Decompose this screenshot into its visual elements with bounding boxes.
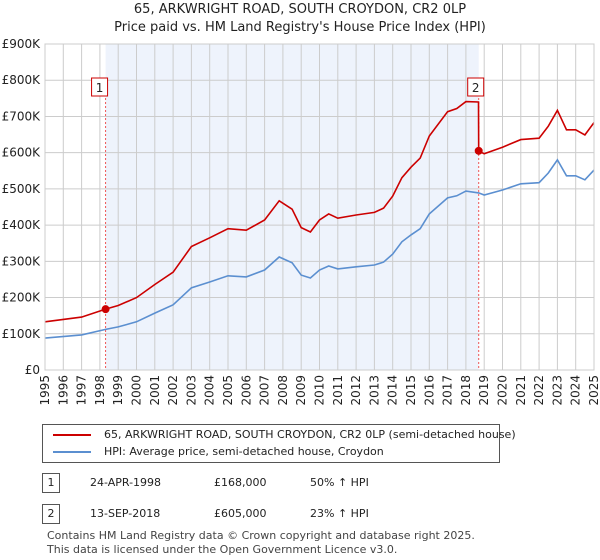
annotation-box [91,77,109,97]
x-tick-label: 2002 [166,375,180,406]
transaction-badge: 2 [42,504,60,524]
y-tick-label: £300K [2,254,42,268]
x-tick-label: 2014 [386,375,400,406]
y-tick-label: £800K [2,73,42,87]
x-tick-label: 2012 [349,375,363,406]
y-tick-label: £600K [2,146,42,160]
y-tick-label: £0 [25,363,40,377]
y-tick-label: £400K [2,218,42,232]
y-tick-label: £500K [2,182,42,196]
chart-subtitle: Price paid vs. HM Land Registry's House … [114,20,486,35]
transaction-price: £168,000 [214,476,267,489]
sale-period-shading [105,44,479,370]
x-tick-label: 2003 [184,375,198,406]
x-tick-label: 2020 [496,375,510,406]
annotation-box [467,77,485,97]
legend-item-property: 65, ARKWRIGHT ROAD, SOUTH CROYDON, CR2 0… [53,427,516,443]
y-tick-label: £100K [2,327,42,341]
sale-point [474,146,483,155]
transaction-row: 1 24-APR-1998 £168,000 50% ↑ HPI [42,473,502,493]
x-tick-label: 1998 [93,375,107,406]
x-tick-label: 2009 [294,375,308,406]
x-tick-label: 2004 [203,375,217,406]
plot-border [44,43,595,371]
transaction-hpi: 50% ↑ HPI [310,476,369,489]
x-tick-label: 2016 [422,375,436,406]
x-tick-label: 1997 [75,375,89,406]
footer: Contains HM Land Registry data © Crown c… [47,529,475,557]
series-line [44,100,595,323]
x-tick-label: 1999 [111,375,125,406]
annotation-label: 1 [96,81,104,95]
annotation-label: 2 [472,81,480,95]
transaction-badge: 1 [42,473,60,493]
x-tick-label: 2017 [441,375,455,406]
x-tick-label: 1995 [38,375,52,406]
x-tick-label: 2023 [550,375,564,406]
transaction-hpi: 23% ↑ HPI [310,507,369,520]
transaction-date: 13-SEP-2018 [90,507,161,520]
x-tick-label: 2024 [569,375,583,406]
legend: 65, ARKWRIGHT ROAD, SOUTH CROYDON, CR2 0… [42,424,516,463]
y-tick-label: £700K [2,109,42,123]
legend-swatch-red [53,434,91,436]
x-tick-label: 2000 [130,375,144,406]
x-tick-label: 2011 [331,375,345,406]
x-tick-label: 2008 [276,375,290,406]
chart-title: 65, ARKWRIGHT ROAD, SOUTH CROYDON, CR2 0… [133,2,467,17]
x-tick-label: 2021 [514,375,528,406]
transaction-row: 2 13-SEP-2018 £605,000 23% ↑ HPI [42,504,502,524]
chart: £0 £100K £200K £300K £400K £500K £600K £700K £80… [2,37,600,406]
x-tick-label: 2006 [239,375,253,406]
sale-point [101,305,110,314]
legend-swatch-blue [53,451,91,453]
y-tick-label: £900K [2,37,42,51]
footer-copyright: Contains HM Land Registry data © Crown c… [47,529,475,542]
series-line [44,158,595,339]
y-tick-label: £200K [2,291,42,305]
transaction-price: £605,000 [214,507,267,520]
legend-label: 65, ARKWRIGHT ROAD, SOUTH CROYDON, CR2 0… [104,428,516,441]
x-tick-label: 2010 [313,375,327,406]
x-tick-label: 2007 [258,375,272,406]
x-tick-label: 2001 [148,375,162,406]
transaction-date: 24-APR-1998 [90,476,162,489]
legend-label: HPI: Average price, semi-detached house,… [104,445,384,458]
x-tick-label: 2019 [477,375,491,406]
x-tick-label: 2015 [404,375,418,406]
footer-licence: This data is licensed under the Open Gov… [47,543,398,556]
x-tick-label: 1996 [56,375,70,406]
legend-item-hpi: HPI: Average price, semi-detached house,… [53,444,384,460]
x-tick-label: 2005 [221,375,235,406]
x-tick-label: 2022 [532,375,546,406]
x-tick-label: 2018 [459,375,473,406]
x-tick-label: 2013 [367,375,381,406]
x-tick-label: 2025 [587,375,600,406]
